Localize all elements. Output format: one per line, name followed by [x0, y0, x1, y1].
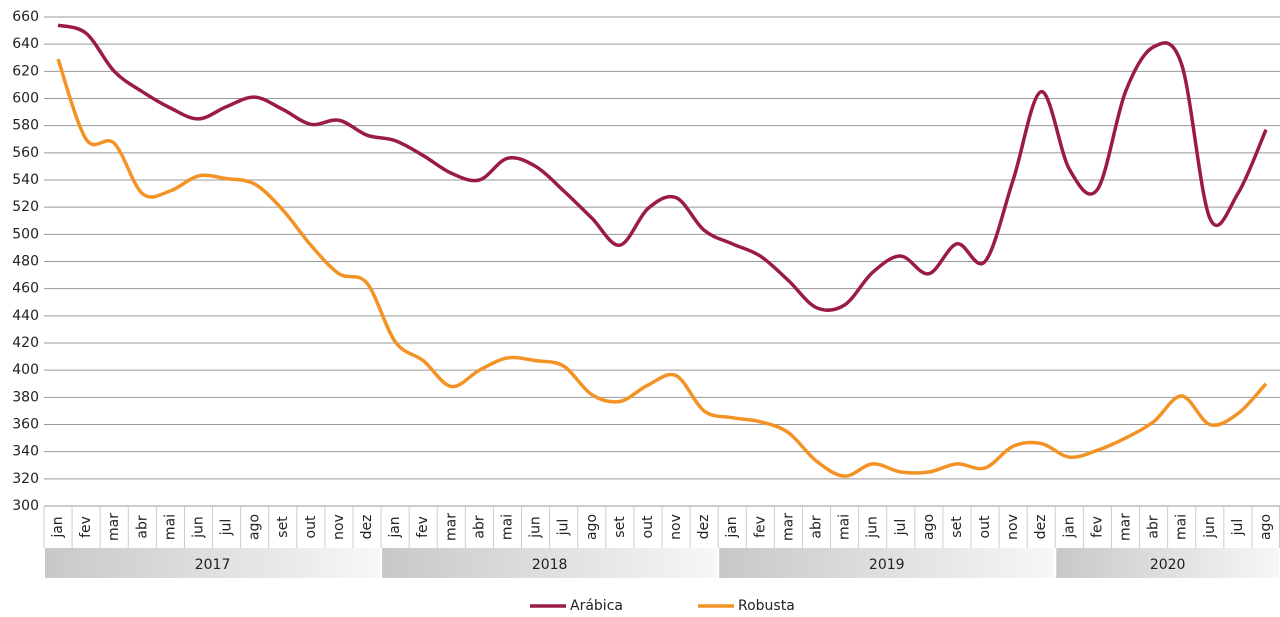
x-tick-label: jun — [528, 516, 544, 539]
year-label: 2017 — [195, 557, 231, 573]
x-tick-label: out — [977, 515, 993, 538]
x-tick-label: ago — [1258, 514, 1274, 540]
legend-label: Arábica — [570, 598, 623, 614]
x-tick-label: jan — [1061, 516, 1077, 538]
y-tick-label: 420 — [12, 335, 39, 351]
x-tick-label: mar — [443, 513, 459, 541]
x-tick-label: mar — [106, 513, 122, 541]
year-band — [719, 548, 1055, 578]
x-tick-label: mai — [162, 514, 178, 540]
y-tick-label: 600 — [12, 91, 39, 107]
y-tick-label: 400 — [12, 362, 39, 378]
x-tick-label: ago — [247, 514, 263, 540]
y-tick-label: 640 — [12, 36, 39, 52]
y-tick-label: 480 — [12, 254, 39, 270]
y-tick-label: 300 — [12, 498, 39, 514]
x-tick-label: jun — [865, 516, 881, 539]
x-tick-label: jan — [724, 516, 740, 538]
year-label: 2020 — [1150, 557, 1186, 573]
x-tick-label: jul — [1230, 519, 1246, 537]
x-tick-label: jul — [556, 519, 572, 537]
x-tick-label: jul — [219, 519, 235, 537]
legend-label: Robusta — [738, 598, 795, 614]
y-tick-label: 520 — [12, 199, 39, 215]
x-tick-label: nov — [331, 514, 347, 540]
x-tick-label: nov — [1005, 514, 1021, 540]
y-tick-label: 500 — [12, 226, 39, 242]
x-tick-label: ago — [921, 514, 937, 540]
y-tick-label: 440 — [12, 308, 39, 324]
y-tick-label: 620 — [12, 63, 39, 79]
x-tick-label: abr — [1146, 515, 1162, 538]
x-tick-label: jan — [387, 516, 403, 538]
x-tick-label: abr — [134, 515, 150, 538]
x-tick-label: ago — [584, 514, 600, 540]
x-tick-label: mar — [780, 513, 796, 541]
x-tick-label: out — [640, 515, 656, 538]
y-tick-label: 460 — [12, 281, 39, 297]
x-tick-label: mar — [1118, 513, 1134, 541]
year-band — [1056, 548, 1279, 578]
x-tick-label: fev — [78, 516, 94, 538]
year-band — [382, 548, 718, 578]
x-tick-label: abr — [471, 515, 487, 538]
x-tick-label: nov — [668, 514, 684, 540]
x-tick-label: jun — [1202, 516, 1218, 539]
x-tick-label: abr — [809, 515, 825, 538]
series-line — [57, 23, 1268, 312]
x-tick-label: out — [303, 515, 319, 538]
x-tick-label: fev — [1089, 516, 1105, 538]
x-tick-label: dez — [696, 515, 712, 540]
x-tick-label: jun — [191, 516, 207, 539]
x-tick-label: set — [949, 516, 965, 538]
y-tick-label: 580 — [12, 118, 39, 134]
y-tick-label: 540 — [12, 172, 39, 188]
y-tick-label: 560 — [12, 145, 39, 161]
y-tick-label: 360 — [12, 417, 39, 433]
x-tick-label: jul — [893, 519, 909, 537]
year-label: 2018 — [532, 557, 568, 573]
y-tick-label: 380 — [12, 389, 39, 405]
x-tick-label: fev — [752, 516, 768, 538]
year-label: 2019 — [869, 557, 905, 573]
y-tick-label: 340 — [12, 444, 39, 460]
x-tick-label: set — [612, 516, 628, 538]
x-tick-label: fev — [415, 516, 431, 538]
y-tick-label: 320 — [12, 471, 39, 487]
x-tick-label: jan — [50, 516, 66, 538]
x-tick-label: mai — [837, 514, 853, 540]
x-tick-label: mai — [500, 514, 516, 540]
x-tick-label: mai — [1174, 514, 1190, 540]
y-tick-label: 660 — [12, 9, 39, 25]
x-tick-label: set — [275, 516, 291, 538]
x-tick-label: dez — [359, 515, 375, 540]
x-tick-label: dez — [1033, 515, 1049, 540]
series-line — [56, 58, 1268, 478]
year-band — [45, 548, 381, 578]
